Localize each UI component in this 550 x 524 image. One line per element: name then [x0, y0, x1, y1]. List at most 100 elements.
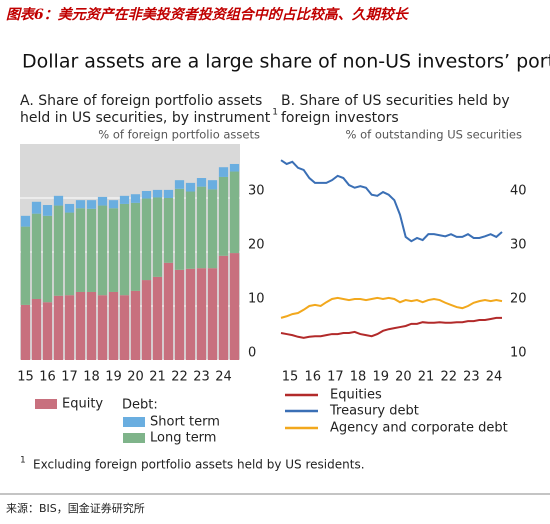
x-tick-label: 20 — [127, 370, 144, 385]
bar-segment — [108, 208, 119, 292]
legend-group-label: Debt: — [122, 398, 158, 413]
panel-title: foreign investors — [281, 110, 399, 126]
bar-segment — [42, 302, 53, 360]
bar-segment — [20, 226, 31, 305]
x-tick-label: 15 — [17, 370, 34, 385]
bar-segment — [130, 202, 141, 291]
bar-segment — [42, 205, 53, 216]
footnote: Excluding foreign portfolio assets held … — [33, 458, 365, 472]
x-tick-label: 18 — [350, 370, 367, 385]
bar-segment — [141, 198, 152, 281]
bar-segment — [141, 280, 152, 360]
y-tick-label: 20 — [248, 238, 265, 253]
bar-segment — [174, 180, 185, 189]
bar-segment — [86, 200, 97, 209]
bar-segment — [53, 195, 64, 206]
bar-segment — [64, 203, 75, 213]
x-tick-label: 24 — [486, 370, 503, 385]
legend-label: Equity — [62, 397, 103, 412]
bar-segment — [207, 189, 218, 269]
bar-segment — [185, 182, 196, 192]
bar-segment — [141, 190, 152, 199]
legend-swatch — [35, 399, 57, 409]
bar-segment — [163, 262, 174, 360]
bar-segment — [185, 191, 196, 269]
bar-segment — [174, 188, 185, 270]
line-series — [280, 296, 503, 319]
y-tick-label: 40 — [510, 184, 527, 199]
bar-segment — [75, 208, 86, 292]
bar-segment — [42, 215, 53, 303]
bar-segment — [75, 291, 86, 360]
y-tick-label: 20 — [510, 292, 527, 307]
x-tick-label: 17 — [61, 370, 78, 385]
bar-segment — [185, 268, 196, 360]
y-tick-label: 10 — [510, 346, 527, 361]
x-tick-label: 21 — [418, 370, 435, 385]
bar-segment — [152, 197, 163, 277]
bar-segment — [119, 203, 130, 296]
x-tick-label: 23 — [463, 370, 480, 385]
x-tick-label: 22 — [171, 370, 188, 385]
panel-title: B. Share of US securities held by — [281, 93, 510, 109]
bar-segment — [31, 213, 42, 299]
x-tick-label: 22 — [440, 370, 457, 385]
y-tick-label: 0 — [248, 346, 256, 361]
bar-segment — [218, 255, 229, 360]
bar-segment — [207, 268, 218, 360]
report-title: 图表6：美元资产在非美投资者投资组合中的占比较高、久期较长 — [6, 6, 410, 23]
panel-title: held in US securities, by instrument — [20, 110, 271, 126]
bar-segment — [31, 201, 42, 214]
y-tick-label: 30 — [248, 184, 265, 199]
legend-label: Agency and corporate debt — [330, 421, 508, 436]
bar-segment — [119, 195, 130, 204]
line-series — [280, 316, 502, 339]
line-series — [280, 159, 503, 243]
bar-segment — [108, 291, 119, 360]
bar-segment — [97, 196, 108, 206]
bar-segment — [163, 198, 174, 263]
legend-swatch — [123, 433, 145, 443]
bar-segment — [119, 295, 130, 360]
x-tick-label: 19 — [372, 370, 389, 385]
title-note: 1 — [272, 108, 278, 118]
source: 来源：BIS，国金证券研究所 — [6, 501, 145, 515]
bar-segment — [229, 163, 240, 172]
legend-label: Treasury debt — [329, 404, 419, 419]
bar-segment — [108, 200, 119, 209]
legend-label: Equities — [330, 388, 382, 403]
bar-segment — [86, 291, 97, 360]
bar-segment — [97, 205, 108, 296]
bar-segment — [31, 298, 42, 360]
bar-segment — [75, 200, 86, 209]
main-title: Dollar assets are a large share of non-U… — [22, 51, 550, 73]
bar-segment — [163, 189, 174, 198]
bar-segment — [152, 189, 163, 198]
bar-segment — [130, 194, 141, 203]
x-tick-label: 16 — [304, 370, 321, 385]
x-tick-label: 18 — [83, 370, 100, 385]
bar-segment — [53, 205, 64, 296]
bar-segment — [20, 304, 31, 360]
bar-segment — [64, 295, 75, 360]
x-tick-label: 20 — [395, 370, 412, 385]
x-tick-label: 16 — [39, 370, 56, 385]
y-tick-label: 30 — [510, 238, 527, 253]
y-tick-label: 10 — [248, 292, 265, 307]
bar-segment — [229, 171, 240, 254]
footnote-marker: 1 — [20, 456, 26, 466]
bar-segment — [196, 268, 207, 360]
bar-segment — [196, 186, 207, 269]
legend-label: Long term — [150, 431, 216, 446]
bar-segment — [130, 290, 141, 360]
bar-segment — [152, 276, 163, 360]
legend-swatch — [123, 417, 145, 427]
x-tick-label: 17 — [327, 370, 344, 385]
bar-segment — [196, 178, 207, 187]
bar-segment — [64, 212, 75, 296]
y-axis-label: % of foreign portfolio assets — [98, 128, 260, 142]
x-tick-label: 19 — [105, 370, 122, 385]
bar-segment — [229, 253, 240, 360]
x-tick-label: 15 — [282, 370, 299, 385]
